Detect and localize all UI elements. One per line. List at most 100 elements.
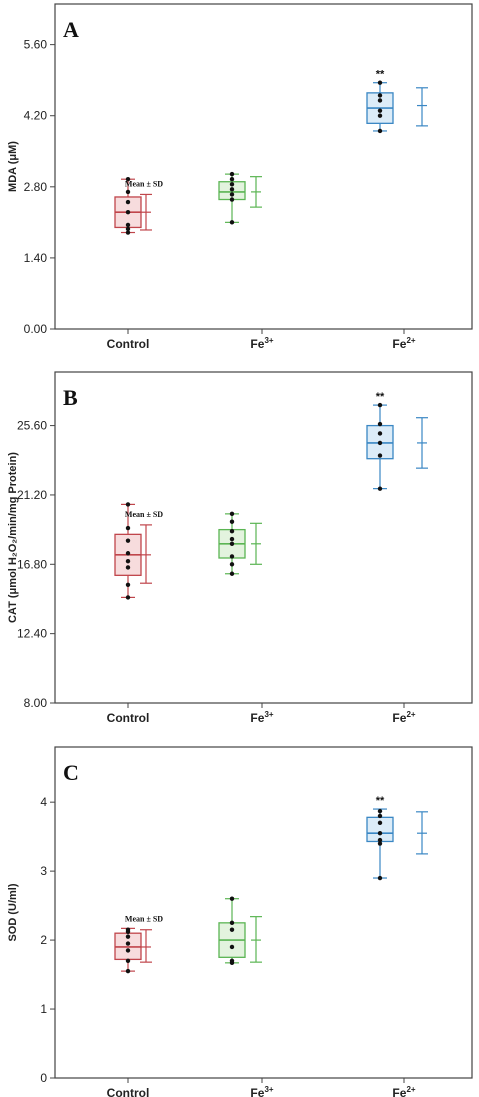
x-category-label: Fe2+	[392, 336, 415, 351]
data-point	[229, 554, 235, 559]
data-point	[377, 837, 383, 843]
category-superscript: 3+	[264, 1085, 273, 1094]
x-category-label: Fe3+	[250, 336, 273, 351]
category-superscript: 2+	[406, 336, 415, 345]
y-axis-label: CAT (μmol H₂O₂/min/mg Protein)	[7, 452, 19, 623]
data-point	[377, 453, 383, 458]
box-3	[366, 404, 394, 490]
data-point	[229, 571, 235, 576]
significance-mark: **	[376, 795, 385, 807]
category-superscript: 3+	[264, 710, 273, 719]
data-point	[229, 528, 235, 534]
panel-letter: C	[63, 760, 79, 785]
data-point	[229, 920, 235, 926]
mean-sd-3	[416, 417, 428, 469]
data-point	[377, 80, 383, 85]
x-category-label: Fe2+	[392, 710, 415, 725]
data-point	[229, 511, 235, 517]
data-point	[229, 220, 235, 225]
x-category-label: Control	[107, 337, 150, 351]
x-category-label: Fe2+	[392, 1085, 415, 1097]
data-point	[125, 934, 131, 939]
data-point	[377, 486, 383, 491]
box-3	[366, 82, 394, 132]
x-category-label: Control	[107, 711, 150, 725]
y-tick-label: 8.00	[24, 696, 48, 710]
mean-sd-1	[140, 193, 152, 231]
data-point	[377, 808, 383, 814]
data-point	[125, 226, 131, 232]
plot-frame	[54, 371, 473, 704]
x-category-label: Control	[107, 1086, 150, 1097]
data-point	[125, 230, 131, 235]
y-tick-label: 1.40	[24, 251, 48, 265]
data-point	[125, 927, 131, 932]
data-point	[377, 128, 383, 134]
y-tick-label: 0	[40, 1071, 47, 1085]
mean-sd-annotation: Mean ± SD	[125, 915, 163, 924]
data-point	[229, 187, 235, 192]
y-tick-label: 4	[40, 795, 47, 809]
data-point	[125, 565, 131, 570]
data-point	[377, 113, 383, 118]
data-point	[125, 222, 131, 228]
category-superscript: 2+	[406, 1085, 415, 1094]
mean-sd-1	[140, 929, 152, 963]
mean-sd-2	[250, 522, 262, 565]
y-tick-label: 25.60	[17, 419, 47, 433]
y-axis-label: MDA (μM)	[7, 141, 19, 192]
data-point	[229, 182, 235, 187]
y-tick-label: 12.40	[17, 627, 47, 641]
mean-sd-3	[416, 87, 428, 127]
data-point	[229, 192, 235, 197]
data-point	[229, 944, 235, 950]
data-point	[125, 538, 131, 543]
data-point	[229, 536, 235, 542]
data-point	[125, 502, 131, 507]
data-point	[229, 519, 235, 524]
data-point	[377, 93, 383, 98]
data-point	[377, 813, 383, 819]
data-point	[125, 199, 131, 205]
mean-sd-2	[250, 176, 262, 208]
data-point	[125, 595, 131, 600]
data-point	[377, 440, 383, 446]
data-point	[377, 841, 383, 846]
data-point	[125, 582, 131, 587]
y-tick-label: 2.80	[24, 180, 48, 194]
y-tick-label: 4.20	[24, 109, 48, 123]
data-point	[125, 948, 131, 953]
x-category-label: Fe3+	[250, 1085, 273, 1097]
data-point	[229, 958, 235, 963]
data-point	[229, 541, 235, 547]
y-axis-label: SOD (U/ml)	[7, 883, 19, 941]
data-point	[377, 875, 383, 881]
data-point	[377, 98, 383, 103]
data-point	[229, 562, 235, 567]
significance-mark: **	[376, 69, 385, 81]
data-point	[125, 968, 131, 974]
data-point	[229, 171, 235, 177]
mean-sd-annotation: Mean ± SD	[125, 179, 163, 188]
significance-mark: **	[376, 391, 385, 403]
mean-sd-1	[140, 524, 152, 584]
panel-B: B 8.00 12.40 16.80 21.20 25.60 CAT (μmol H₂O₂/…	[7, 371, 473, 725]
y-tick-label: 2	[40, 933, 47, 947]
mean-sd-3	[416, 811, 428, 855]
x-category-label: Fe3+	[250, 710, 273, 725]
data-point	[125, 941, 131, 946]
data-point	[229, 176, 235, 182]
y-tick-label: 5.60	[24, 38, 48, 52]
data-point	[125, 558, 131, 564]
data-point	[229, 927, 235, 932]
plot-frame	[54, 746, 473, 1079]
data-point	[377, 830, 383, 836]
mean-sd-2	[250, 916, 262, 963]
data-point	[377, 108, 383, 113]
y-tick-label: 21.20	[17, 488, 47, 502]
y-tick-label: 0.00	[24, 322, 48, 336]
data-point	[377, 421, 383, 427]
y-tick-label: 16.80	[17, 557, 47, 571]
data-point	[125, 958, 131, 963]
